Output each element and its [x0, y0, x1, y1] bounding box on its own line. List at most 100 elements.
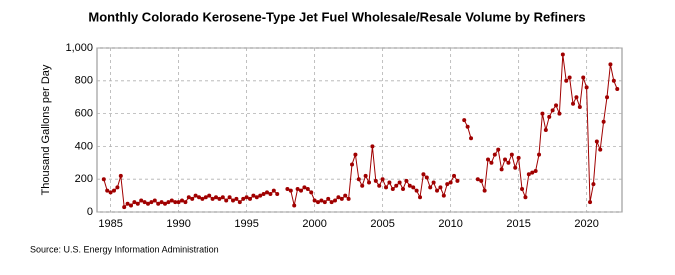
data-point	[380, 177, 385, 182]
data-point	[180, 198, 185, 203]
data-point	[319, 198, 324, 203]
x-tick-label: 2015	[506, 218, 530, 230]
data-point	[336, 195, 341, 200]
data-point	[557, 111, 562, 116]
data-point	[526, 172, 531, 177]
data-point	[159, 200, 164, 205]
x-tick-label: 2010	[438, 218, 462, 230]
data-point	[479, 178, 484, 183]
data-point	[397, 180, 402, 185]
data-point	[292, 203, 297, 208]
data-point	[353, 152, 358, 157]
data-point	[139, 198, 144, 203]
y-tick-label: 1,000	[65, 42, 93, 54]
data-point	[122, 205, 127, 210]
data-point	[241, 196, 246, 201]
y-tick-label: 200	[75, 173, 93, 185]
data-point	[309, 190, 314, 195]
y-tick-label: 800	[75, 75, 93, 87]
data-point	[571, 101, 576, 106]
data-point	[503, 157, 508, 162]
data-point	[465, 124, 470, 129]
data-point	[537, 152, 542, 157]
data-point	[506, 160, 511, 165]
data-point	[421, 172, 426, 177]
data-point	[401, 187, 406, 192]
data-point	[329, 200, 334, 205]
data-point	[554, 103, 559, 108]
data-point	[251, 193, 256, 198]
data-point	[516, 155, 521, 160]
data-point	[169, 198, 174, 203]
data-point	[203, 195, 208, 200]
data-point	[591, 182, 596, 187]
x-tick-label: 2005	[370, 218, 394, 230]
data-point	[523, 195, 528, 200]
data-point	[594, 139, 599, 144]
data-point	[373, 178, 378, 183]
data-point	[210, 196, 215, 201]
data-point	[142, 200, 147, 205]
data-point	[469, 136, 474, 141]
data-point	[435, 188, 440, 193]
data-point	[601, 119, 606, 124]
data-point	[384, 185, 389, 190]
data-point	[533, 169, 538, 173]
data-point	[166, 200, 171, 205]
data-point	[231, 198, 236, 203]
data-point	[411, 185, 416, 190]
data-point	[339, 196, 344, 201]
data-point	[227, 195, 232, 200]
data-point	[550, 108, 555, 113]
data-point	[224, 198, 229, 203]
data-point	[275, 191, 280, 196]
data-point	[377, 183, 382, 188]
data-point	[156, 201, 161, 206]
data-point	[200, 196, 205, 201]
data-point	[190, 196, 195, 201]
x-tick-label: 1995	[234, 218, 258, 230]
y-axis-label: Thousand Gallons per Day	[40, 64, 52, 195]
data-point	[129, 203, 134, 208]
data-point	[265, 190, 270, 195]
source-note: Source: U.S. Energy Information Administ…	[30, 244, 219, 254]
data-point	[112, 188, 117, 193]
data-point	[581, 75, 586, 80]
data-point	[448, 180, 453, 185]
data-point	[305, 187, 310, 192]
data-point	[492, 152, 497, 157]
data-point	[530, 170, 535, 175]
data-point	[404, 178, 409, 183]
data-point	[452, 173, 457, 178]
data-point	[312, 198, 317, 203]
data-point	[285, 187, 290, 192]
data-point	[101, 177, 106, 182]
data-point	[574, 95, 579, 100]
x-tick-label: 2020	[574, 218, 598, 230]
data-point	[615, 87, 620, 91]
data-point	[588, 200, 593, 205]
data-point	[316, 200, 321, 205]
plot-frame	[96, 47, 623, 213]
data-point	[370, 144, 375, 149]
data-point	[254, 195, 259, 200]
data-point	[214, 195, 219, 200]
data-point	[186, 195, 191, 200]
data-point	[220, 195, 225, 200]
data-point	[431, 180, 436, 185]
data-point	[475, 177, 480, 182]
data-point	[173, 200, 178, 205]
data-point	[326, 196, 331, 201]
data-point	[115, 185, 120, 190]
data-point	[455, 178, 460, 183]
data-point	[261, 191, 266, 196]
y-tick-label: 400	[75, 140, 93, 152]
data-point	[486, 157, 491, 162]
data-point	[424, 175, 429, 180]
x-tick-label: 1990	[166, 218, 190, 230]
data-point	[132, 200, 137, 205]
data-point	[608, 62, 613, 67]
data-point	[567, 75, 572, 80]
data-point	[152, 198, 157, 203]
data-point	[234, 196, 239, 201]
